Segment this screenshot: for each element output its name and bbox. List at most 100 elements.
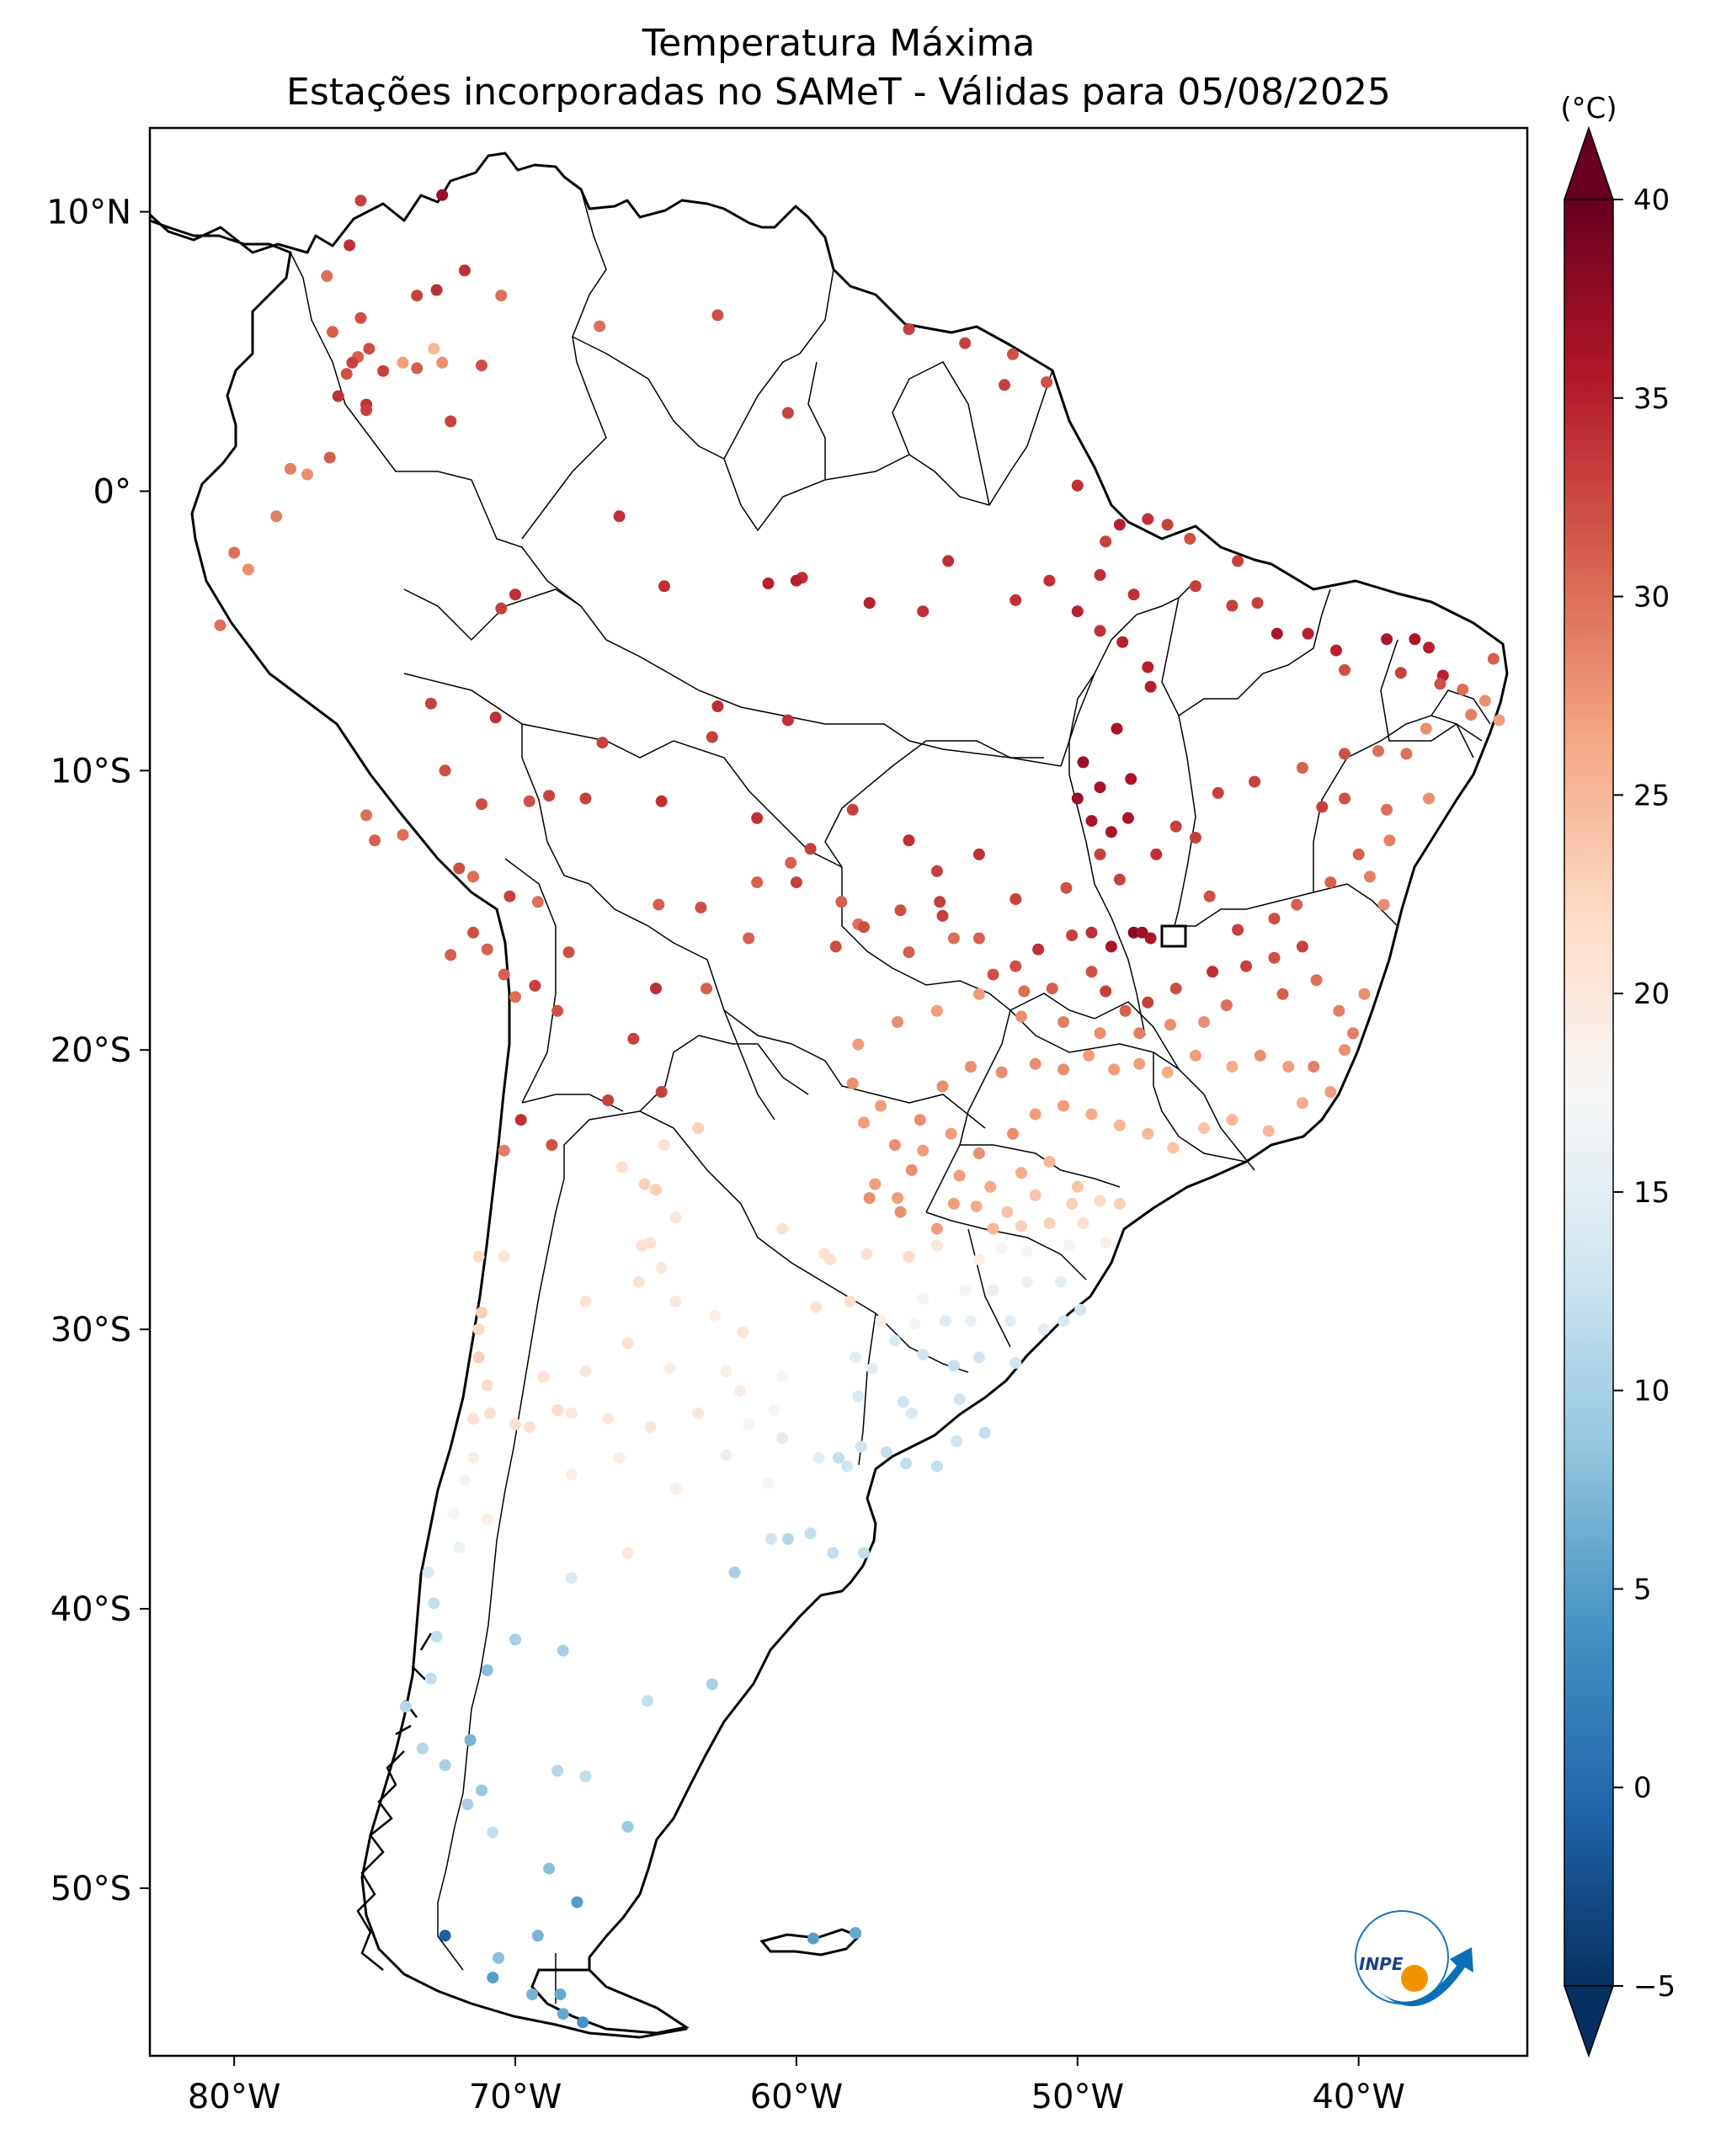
- station-marker: [1094, 625, 1106, 637]
- station-marker: [1190, 832, 1201, 844]
- station-marker: [947, 932, 960, 945]
- station-marker: [984, 1180, 997, 1193]
- station-marker: [866, 1362, 879, 1375]
- station-marker: [632, 1275, 645, 1288]
- station-marker: [917, 1144, 930, 1157]
- station-marker: [509, 1418, 521, 1430]
- station-marker: [764, 1533, 777, 1545]
- station-marker: [905, 1163, 918, 1176]
- station-marker: [1077, 1217, 1089, 1229]
- station-marker: [1066, 929, 1079, 942]
- station-marker: [1358, 988, 1371, 1000]
- station-marker: [835, 896, 848, 908]
- station-marker: [579, 792, 592, 805]
- station-marker: [1282, 1061, 1295, 1073]
- station-marker: [1119, 1004, 1132, 1017]
- station-marker: [1057, 1315, 1070, 1328]
- station-marker: [1347, 1027, 1359, 1040]
- station-marker: [897, 1396, 909, 1408]
- station-marker: [1041, 376, 1053, 388]
- station-marker: [917, 605, 930, 618]
- latitude-tick-label: 40°S: [51, 1590, 131, 1629]
- station-marker: [858, 1546, 870, 1559]
- station-marker: [888, 1334, 901, 1347]
- colorbar-unit-label: (°C): [1560, 92, 1617, 125]
- station-marker: [1085, 1108, 1098, 1121]
- station-marker: [1113, 873, 1126, 886]
- longitude-tick-label: 40°W: [1312, 2078, 1404, 2116]
- station-marker: [1127, 588, 1140, 601]
- station-marker: [332, 390, 344, 402]
- station-marker: [720, 1365, 732, 1377]
- station-marker: [523, 1421, 535, 1434]
- station-marker: [1161, 519, 1174, 531]
- station-marker: [1144, 680, 1157, 693]
- station-marker: [594, 320, 606, 333]
- station-marker: [939, 1315, 951, 1328]
- colorbar-top-extension: [1563, 125, 1615, 200]
- station-marker: [894, 1206, 907, 1218]
- station-marker: [1100, 1237, 1112, 1249]
- station-marker: [621, 1337, 634, 1349]
- political-borders: [290, 189, 1491, 2004]
- station-marker: [908, 1318, 921, 1330]
- station-marker: [1100, 985, 1112, 998]
- station-marker: [1352, 848, 1365, 860]
- station-marker: [509, 991, 521, 1003]
- station-marker: [959, 1284, 972, 1296]
- station-marker: [1074, 1303, 1087, 1316]
- station-marker: [972, 932, 985, 945]
- station-marker: [995, 1066, 1008, 1078]
- station-marker: [301, 468, 313, 481]
- station-marker: [1057, 1099, 1070, 1112]
- station-marker: [613, 1451, 626, 1464]
- station-marker: [214, 619, 226, 631]
- station-marker: [1240, 960, 1253, 972]
- station-marker: [655, 795, 668, 807]
- station-marker: [613, 510, 626, 523]
- station-marker: [894, 904, 907, 917]
- latitude-ticks: 10°N 0° 10°S 20°S 30°S 40°S 50°S: [46, 194, 150, 1908]
- station-marker: [498, 1250, 510, 1263]
- station-marker: [875, 1099, 887, 1112]
- station-marker: [1116, 636, 1129, 648]
- station-marker: [1018, 985, 1031, 998]
- station-marker: [644, 1421, 657, 1434]
- station-marker: [1057, 1063, 1070, 1076]
- station-marker: [498, 968, 510, 981]
- station-marker: [565, 1572, 578, 1584]
- station-marker: [1381, 633, 1393, 646]
- station-marker: [493, 1951, 504, 1964]
- station-marker: [467, 870, 479, 883]
- station-marker: [436, 356, 449, 369]
- station-marker: [1060, 881, 1073, 894]
- inpe-logo: INPE: [1355, 1910, 1473, 2007]
- station-marker: [930, 1222, 943, 1235]
- station-marker: [346, 356, 359, 369]
- station-marker: [1226, 1061, 1239, 1073]
- colorbar-tick-label: 25: [1633, 779, 1670, 812]
- station-marker: [804, 843, 817, 855]
- station-marker: [621, 1820, 634, 1833]
- map-title: Temperatura Máxima: [642, 22, 1036, 65]
- latitude-tick-label: 10°N: [46, 194, 131, 232]
- station-marker: [498, 1144, 510, 1157]
- station-marker: [917, 1349, 930, 1360]
- colorbar-body: [1564, 199, 1614, 1987]
- station-marker: [354, 311, 367, 324]
- latitude-tick-label: 50°S: [51, 1870, 131, 1908]
- station-marker: [424, 697, 437, 710]
- station-marker: [844, 1295, 856, 1307]
- station-marker: [1015, 1167, 1027, 1179]
- station-marker: [495, 602, 508, 615]
- station-marker: [1105, 940, 1117, 953]
- station-marker: [571, 1896, 583, 1908]
- station-marker: [1308, 1061, 1320, 1073]
- colorbar-ticks: 40 35 30 25 20 15 10 5 0 −5: [1613, 184, 1675, 2004]
- station-marker: [827, 1546, 839, 1559]
- colorbar-tick-label: 30: [1633, 581, 1670, 615]
- station-marker: [850, 1927, 861, 1939]
- station-marker: [1094, 569, 1106, 581]
- station-marker: [464, 1734, 477, 1746]
- station-marker: [562, 946, 575, 959]
